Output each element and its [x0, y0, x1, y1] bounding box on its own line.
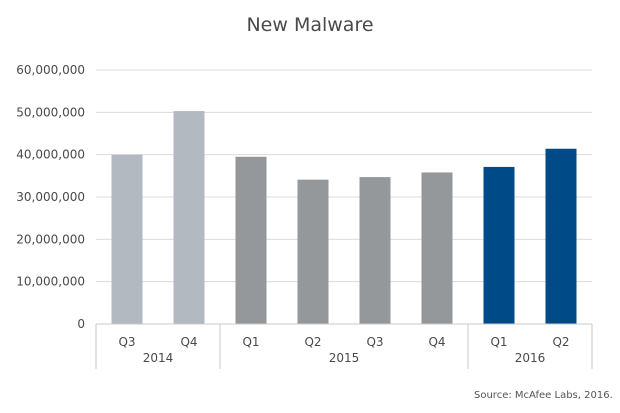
x-tick-label: Q1 — [490, 335, 507, 349]
y-tick-label: 0 — [77, 317, 85, 331]
bar — [483, 166, 515, 324]
bar — [545, 148, 577, 324]
chart-title: New Malware — [246, 14, 374, 36]
y-tick-label: 50,000,000 — [16, 105, 85, 119]
y-tick-label: 20,000,000 — [16, 232, 85, 246]
y-tick-label: 10,000,000 — [16, 275, 85, 289]
x-tick-label: Q4 — [180, 335, 197, 349]
x-tick-label: Q3 — [118, 335, 135, 349]
x-tick-label: Q2 — [304, 335, 321, 349]
bar — [359, 177, 391, 324]
y-tick-label: 40,000,000 — [16, 148, 85, 162]
bar — [235, 156, 267, 324]
y-tick-label: 60,000,000 — [16, 63, 85, 77]
bar — [297, 179, 329, 324]
year-label: 2014 — [143, 351, 174, 365]
bar — [173, 111, 205, 325]
year-label: 2015 — [329, 351, 360, 365]
bars — [111, 111, 577, 325]
year-label: 2016 — [515, 351, 546, 365]
x-tick-label: Q2 — [552, 335, 569, 349]
x-tick-label: Q3 — [366, 335, 383, 349]
bar — [421, 172, 453, 324]
y-axis-labels: 0 10,000,000 20,000,000 30,000,000 40,000,00… — [16, 63, 85, 331]
source-note: Source: McAfee Labs, 2016. — [474, 390, 613, 401]
y-tick-label: 30,000,000 — [16, 190, 85, 204]
x-tick-label: Q4 — [428, 335, 445, 349]
gridlines — [96, 69, 592, 283]
x-axis: Q3 Q4 Q1 Q2 Q3 Q4 Q1 Q2 2014 2015 2016 — [95, 323, 593, 369]
bar — [111, 154, 143, 324]
x-tick-label: Q1 — [242, 335, 259, 349]
